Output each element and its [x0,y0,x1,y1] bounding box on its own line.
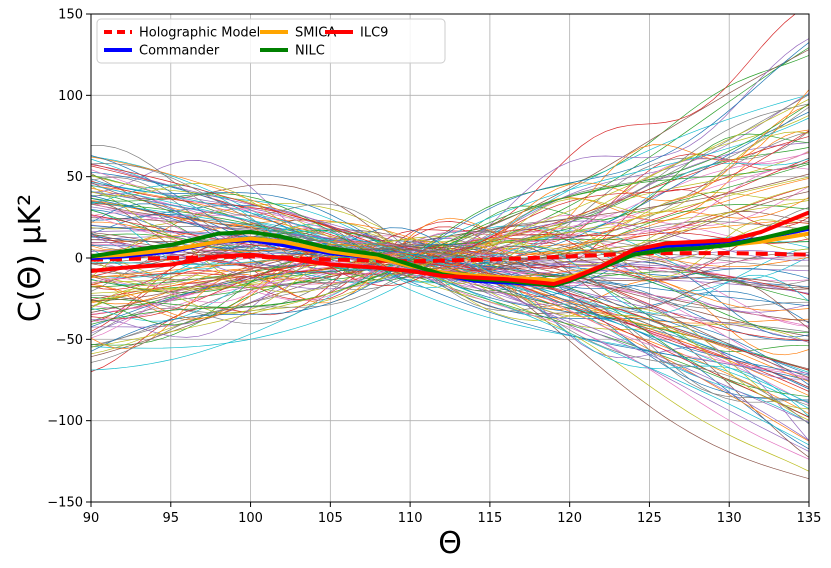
realization-line [91,131,809,314]
x-tick-label: 105 [318,511,343,526]
realization-line [91,181,809,404]
realization-line [91,89,809,349]
realization-line [91,158,809,322]
realization-line [91,133,809,326]
realization-line [91,220,809,286]
legend-label: Holographic Model [139,26,260,41]
y-tick-label: −50 [56,333,83,348]
axis-ticks: 90 95 100 105 110 115 120 125 130 135 −150 −100 −50 0… [47,8,821,527]
realization-line [91,160,809,441]
legend: Holographic Model Commander SMICA NILC ILC9 [96,18,446,64]
named-series [91,210,809,288]
x-axis-label: Θ [438,526,462,561]
realization-line [91,243,809,273]
realization-line [91,145,809,406]
realization-line [91,156,809,442]
legend-label: SMICA [295,26,336,41]
y-tick-label: 0 [75,252,83,267]
x-tick-label: 95 [163,511,180,526]
x-tick-label: 100 [238,511,263,526]
legend-label: ILC9 [360,26,388,41]
realization-line [91,167,809,304]
realization-line [91,103,809,325]
realization-line [91,98,809,348]
realization-line [91,171,809,381]
realization-line [91,236,809,307]
realization-line [91,183,809,410]
realization-line [91,191,809,301]
realization-line [91,117,809,371]
realization-line [91,221,809,280]
x-tick-label: 115 [477,511,502,526]
y-tick-label: −150 [47,496,83,511]
realization-line [91,42,809,352]
realization-line [91,185,809,446]
x-tick-label: 110 [398,511,423,526]
y-axis-label: C(Θ) μK² [13,194,48,322]
background-realizations [91,14,809,480]
realization-line [91,103,809,363]
x-tick-label: 90 [83,511,100,526]
realization-line [91,14,796,373]
y-tick-label: 150 [58,8,83,23]
y-tick-label: 50 [66,170,83,185]
realization-line [91,189,809,323]
realization-line [91,55,809,346]
realization-line [91,200,809,330]
realization-line [91,94,809,349]
legend-label: Commander [139,44,220,59]
realization-line [91,232,809,290]
realization-line [91,162,809,308]
x-tick-label: 125 [637,511,662,526]
realization-line [91,104,809,319]
realization-line [91,250,809,266]
realization-line [91,195,809,376]
legend-label: NILC [295,44,325,59]
x-tick-label: 130 [717,511,742,526]
y-tick-label: 100 [58,89,83,104]
realization-line [91,169,809,460]
realization-line [91,180,809,388]
realization-line [91,186,809,291]
x-tick-label: 135 [797,511,822,526]
y-tick-label: −100 [47,414,83,429]
realization-line [91,185,809,421]
realization-line [91,219,809,289]
legend-box [96,18,446,64]
x-tick-label: 120 [557,511,582,526]
realization-line [91,214,809,371]
realization-line [91,164,809,418]
realization-line [91,233,809,378]
realization-line [91,155,809,401]
series-line-ilc9 [91,210,809,286]
realization-line [91,230,809,294]
